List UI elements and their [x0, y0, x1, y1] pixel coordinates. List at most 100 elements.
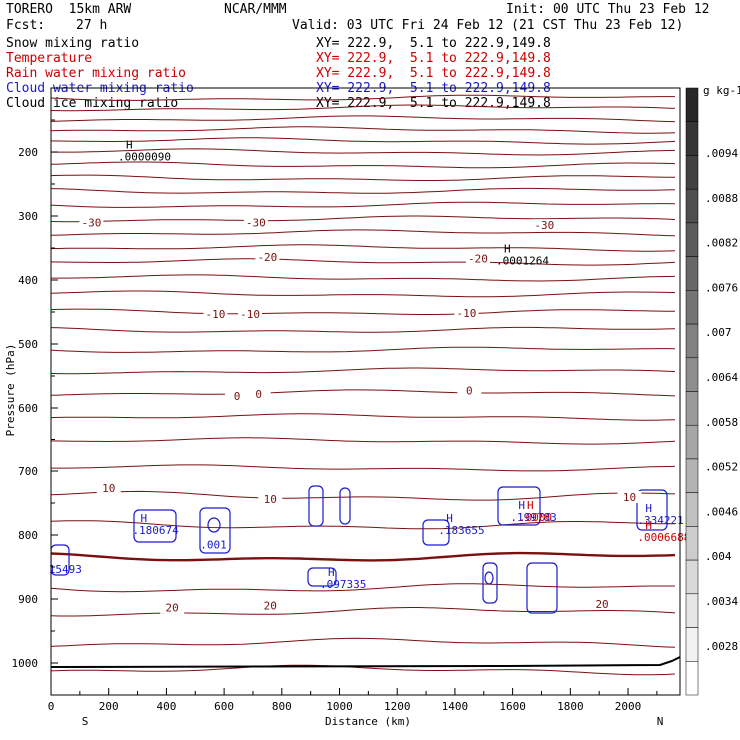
- north-label: N: [657, 715, 664, 728]
- extremum-value: .0000: [519, 511, 552, 524]
- extremum-marker: H: [328, 566, 335, 579]
- field-xy-rain: XY= 222.9, 5.1 to 222.9,149.8: [316, 66, 551, 81]
- field-xy-temperature: XY= 222.9, 5.1 to 222.9,149.8: [316, 51, 551, 66]
- contour-label-bg: [243, 216, 268, 229]
- axes: 0 200 400 600 800 1000 1200 1400 1600 1800 2000200…: [12, 119, 658, 713]
- colorbar-swatch: [685, 188, 699, 224]
- contour-label-bg: [258, 492, 283, 505]
- contour-label: -10: [457, 307, 477, 320]
- colorbar-unit: g kg-1: [703, 84, 740, 97]
- contour-label-bg: [255, 251, 280, 264]
- colorbar-swatch: [685, 256, 699, 291]
- extremum-marker: H: [504, 243, 511, 256]
- cloud-water-core: [484, 571, 494, 585]
- contour-label: -30: [534, 219, 554, 232]
- colorbar-swatch: [685, 391, 699, 426]
- contour-label-bg: [454, 306, 479, 319]
- y-tick-label: 600: [18, 402, 38, 415]
- forecast-label: Fcst:: [6, 18, 46, 33]
- colorbar-label: .0058: [705, 416, 738, 429]
- isotherm-line: [51, 367, 676, 375]
- contour-label-bg: [457, 384, 482, 397]
- forecast-hours: 27 h: [76, 18, 108, 33]
- extremum-value: .0006688: [637, 531, 690, 544]
- cloud-water-contour: [422, 519, 450, 546]
- colorbar-swatch: [685, 627, 699, 662]
- colorbar-label: .0082: [705, 237, 738, 250]
- extremum-value: .180674: [132, 524, 179, 537]
- contour-label-bg: [238, 308, 263, 321]
- extremum-value: .001: [200, 539, 227, 552]
- isotherm-line: [51, 607, 676, 617]
- contour-label-bg: [79, 216, 104, 229]
- isotherm-line: [51, 148, 676, 156]
- contour-label-bg: [258, 599, 283, 612]
- x-tick-label: 1200: [384, 700, 411, 713]
- contour-labels: -30 -30 -30 -20 -20 -10 -10 -10 0 0 0 10 10 10 20 20 20 H…: [49, 138, 691, 614]
- field-xy-snow: XY= 222.9, 5.1 to 222.9,149.8: [316, 36, 551, 51]
- extremum-marker: H: [645, 502, 652, 515]
- y-tick-label: 700: [18, 465, 38, 478]
- extremum-value: 15493: [49, 563, 82, 576]
- cloud-water-contour: [51, 544, 70, 576]
- field-name-snow: Snow mixing ratio: [6, 36, 140, 51]
- extremum-marker: H: [527, 499, 534, 512]
- extremum-value: .334221: [637, 514, 683, 527]
- colorbar-swatch: [685, 87, 699, 122]
- cloud-water-contour: [526, 562, 558, 614]
- isotherm-line: [51, 215, 676, 223]
- valid-time: Valid: 03 UTC Fri 24 Feb 12 (21 CST Thu …: [292, 18, 684, 33]
- y-tick-label: 800: [18, 529, 38, 542]
- cloud-water-core: [207, 517, 221, 533]
- colorbar-label: .0064: [705, 371, 738, 384]
- isotherm-line: [51, 161, 676, 169]
- extremum-marker: H: [140, 512, 147, 525]
- x-tick-label: 2000: [615, 700, 642, 713]
- contour-label: -10: [206, 308, 226, 321]
- contour-label-bg: [466, 252, 491, 265]
- x-axis-title: Distance (km): [325, 715, 411, 728]
- contour-label: 20: [595, 598, 608, 611]
- extremum-marker: H: [645, 519, 652, 532]
- isotherm-line: [51, 326, 676, 333]
- contour-label: 0: [466, 384, 473, 397]
- colorbar-label: .0076: [705, 281, 738, 294]
- isotherm-line: [51, 244, 676, 252]
- contour-label-bg: [532, 219, 557, 232]
- cloud-water-contour: [307, 567, 337, 587]
- init-time: Init: 00 UTC Thu 23 Feb 12: [506, 2, 710, 17]
- x-tick-label: 400: [156, 700, 176, 713]
- contour-label: -10: [240, 308, 260, 321]
- contour-label-bg: [590, 597, 615, 610]
- x-tick-label: 800: [272, 700, 292, 713]
- isotherm-line: [51, 413, 676, 421]
- contour-label: 20: [264, 600, 277, 613]
- colorbar: .0094 .0088 .0082 .0076 .007 .0064 .0058 .0052.…: [685, 87, 738, 696]
- isotherm-line: [51, 201, 676, 208]
- x-tick-label: 600: [214, 700, 234, 713]
- cloud-water-contour: [199, 507, 231, 554]
- colorbar-label: .007: [705, 326, 732, 339]
- contour-label: 0: [255, 388, 262, 401]
- isotherm-line: [51, 490, 676, 501]
- south-label: S: [82, 715, 89, 728]
- colorbar-swatch: [685, 526, 699, 561]
- isotherm-line: [51, 187, 676, 194]
- cloud-water-contour: [482, 562, 498, 604]
- contour-label-bg: [203, 308, 228, 321]
- y-tick-label: 500: [18, 338, 38, 351]
- contour-label-bg: [96, 481, 121, 494]
- y-tick-label: 300: [18, 210, 38, 223]
- x-tick-label: 200: [99, 700, 119, 713]
- isotherm-line: [51, 115, 676, 123]
- contour-label-bg: [160, 601, 185, 614]
- colorbar-swatch: [685, 357, 699, 392]
- cloud-water-contour: [308, 485, 324, 527]
- x-tick-label: 1400: [442, 700, 469, 713]
- y-axis-title: Pressure (hPa): [4, 344, 17, 437]
- colorbar-swatch: [685, 492, 699, 527]
- isotherm-line: [51, 126, 676, 134]
- colorbar-swatch: [685, 121, 699, 156]
- extremum-marker: H: [446, 512, 453, 525]
